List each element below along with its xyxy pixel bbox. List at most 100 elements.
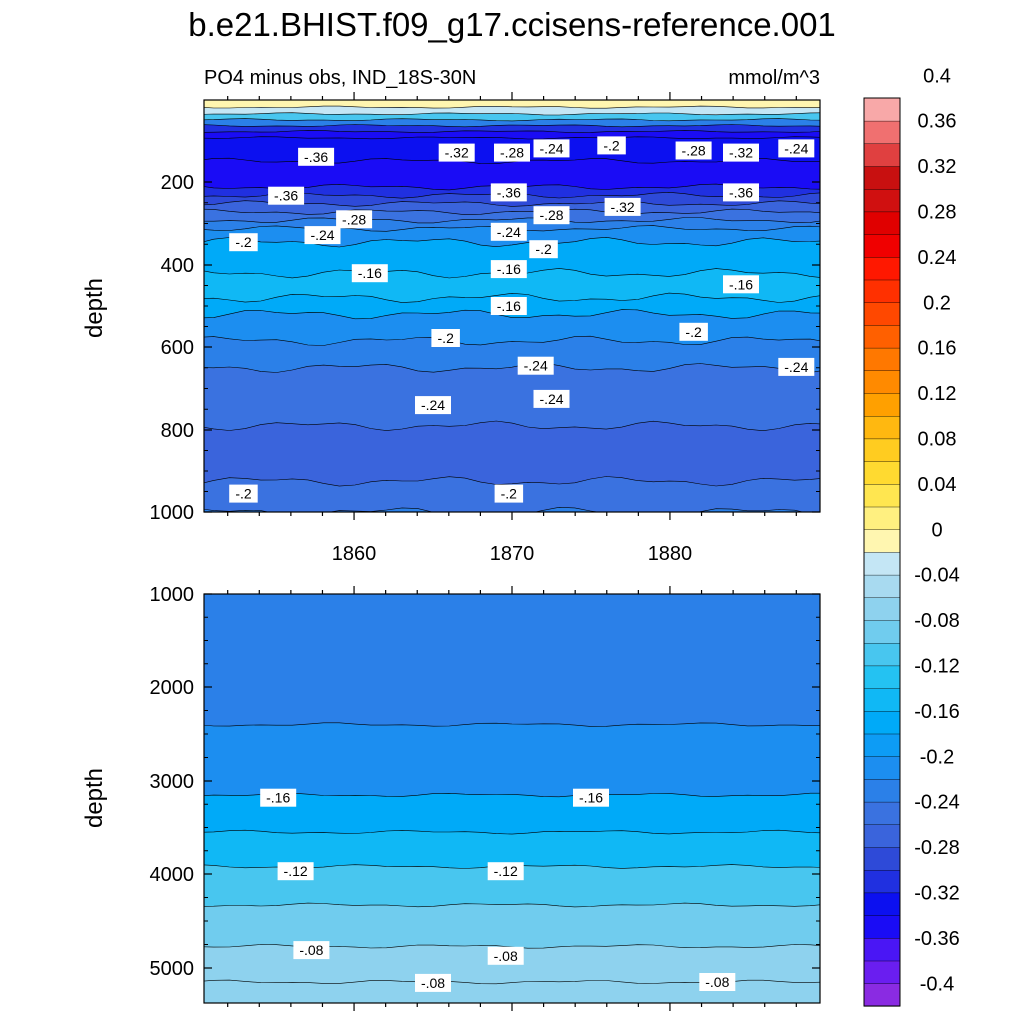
contour-label-box	[260, 788, 297, 807]
contour-label-text: -.2	[235, 234, 252, 250]
contour-label: -.24	[517, 356, 554, 375]
colorbar-swatch	[863, 665, 901, 689]
colorbar-swatch	[863, 619, 901, 644]
contour-label-box	[490, 183, 527, 202]
contour-line	[204, 136, 820, 140]
contour-label-text: -.12	[284, 863, 308, 879]
contour-label-text: -.24	[310, 227, 334, 243]
contour-label: -.16	[490, 260, 527, 279]
colorbar-label: 0.16	[918, 338, 957, 360]
colorbar-label: 0.24	[918, 247, 957, 269]
contour-label: -.08	[487, 946, 524, 965]
colorbar-label: 0.4	[923, 65, 951, 87]
contour-label-text: -.32	[729, 145, 753, 161]
contour-label-text: -.2	[501, 486, 518, 502]
contour-label-text: -.08	[299, 942, 323, 958]
contour-label: -.32	[723, 143, 759, 162]
colorbar-swatch	[863, 370, 901, 394]
contour-line	[204, 118, 820, 122]
colorbar-label: -0.16	[914, 701, 960, 723]
contour-line	[204, 236, 820, 248]
upper-contour-panel: -.36 -.32 -.28 -.24 -.2 -.28 -.32 -.24 -.36 -.36 -…	[81, 92, 821, 565]
colorbar-swatch	[863, 846, 901, 871]
contour-label-text: -.2	[235, 486, 252, 502]
contour-label-box	[494, 484, 524, 503]
contour-label: -.28	[675, 141, 712, 160]
colorbar-frame	[863, 97, 901, 1007]
contour-band	[204, 100, 820, 109]
contour-label: -.12	[277, 862, 314, 881]
upper-y-axis-title: depth	[81, 278, 108, 338]
contour-label-box	[298, 147, 335, 166]
y-tick-label: 3000	[150, 771, 195, 793]
y-tick-label: 600	[161, 337, 194, 359]
colorbar-swatch	[863, 392, 901, 417]
y-tick-label: 400	[161, 255, 194, 277]
contour-line	[204, 792, 820, 798]
figure-title: b.e21.BHIST.f09_g17.ccisens-reference.00…	[188, 6, 836, 43]
contour-label: -.36	[723, 183, 759, 202]
contour-label-text: -.24	[539, 391, 563, 407]
contour-label-text: -.36	[729, 184, 753, 200]
contour-label-text: -.32	[445, 145, 469, 161]
colorbar-label: -0.2	[920, 746, 954, 768]
contour-label-text: -.24	[524, 358, 548, 374]
contour-label-text: -.2	[685, 324, 702, 340]
colorbar-label: 0.28	[918, 202, 957, 224]
lower-axis-ticks: 1000 2000 3000 4000 5000	[150, 584, 820, 1011]
contour-line	[204, 309, 820, 320]
colorbar-label: 0.2	[923, 292, 951, 314]
colorbar-swatch	[863, 710, 901, 735]
contour-label-box	[529, 240, 558, 259]
contour-label-text: -.2	[535, 241, 552, 257]
contour-label: -.2	[679, 322, 708, 341]
contour-label-text: -.36	[304, 149, 328, 165]
contour-line	[204, 506, 805, 512]
colorbar-label: 0.12	[918, 383, 957, 405]
colorbar-swatch	[863, 188, 901, 213]
contour-label: -.16	[351, 264, 388, 283]
contour-label: -.16	[723, 275, 759, 294]
colorbar: -0.4 -0.36 -0.32 -0.28 -0.24 -0.2 -0.16 -0.12 -0…	[863, 65, 960, 1007]
y-tick-label: 1000	[150, 502, 195, 524]
contour-line	[204, 420, 820, 432]
contour-label: -.24	[778, 357, 815, 376]
contour-label: -.08	[293, 941, 330, 960]
contour-label-box	[723, 143, 759, 162]
contour-label-box	[415, 396, 451, 415]
colorbar-label: 0	[931, 519, 942, 541]
contour-line	[204, 902, 820, 908]
contour-label-box	[490, 222, 527, 241]
contour-label: -.24	[778, 139, 815, 158]
contour-label: -.2	[229, 233, 258, 252]
colorbar-swatch	[863, 756, 901, 780]
contour-label-box	[336, 210, 373, 229]
colorbar-swatch	[863, 869, 901, 894]
colorbar-swatch	[863, 461, 901, 485]
contour-label: -.16	[573, 788, 609, 807]
contour-label: -.2	[229, 484, 258, 503]
contour-label-box	[487, 862, 524, 881]
colorbar-swatch	[863, 574, 901, 599]
contour-label-box	[723, 183, 759, 202]
contour-label: -.24	[304, 226, 341, 245]
contour-label: -.28	[336, 210, 373, 229]
colorbar-swatch	[863, 324, 901, 349]
lower-contour-fills	[204, 594, 820, 1003]
upper-axis-ticks: 200 400 600 800 1000 1860 1870 1880	[150, 92, 820, 565]
y-tick-label: 1000	[150, 584, 195, 606]
contour-label-box	[604, 197, 641, 216]
contour-label-box	[490, 297, 527, 315]
colorbar-swatch	[863, 551, 901, 576]
y-tick-label: 200	[161, 172, 194, 194]
contour-label-box	[268, 186, 305, 205]
contour-label-text: -.2	[438, 330, 455, 346]
contour-label-box	[517, 356, 554, 375]
contour-label-text: -.24	[784, 359, 808, 375]
contour-label-box	[699, 973, 736, 991]
contour-label: -.2	[597, 136, 626, 155]
colorbar-label: -0.04	[914, 565, 960, 587]
contour-label: -.2	[494, 484, 524, 503]
colorbar-label: 0.36	[918, 111, 957, 133]
contour-label-text: -.36	[274, 188, 298, 204]
